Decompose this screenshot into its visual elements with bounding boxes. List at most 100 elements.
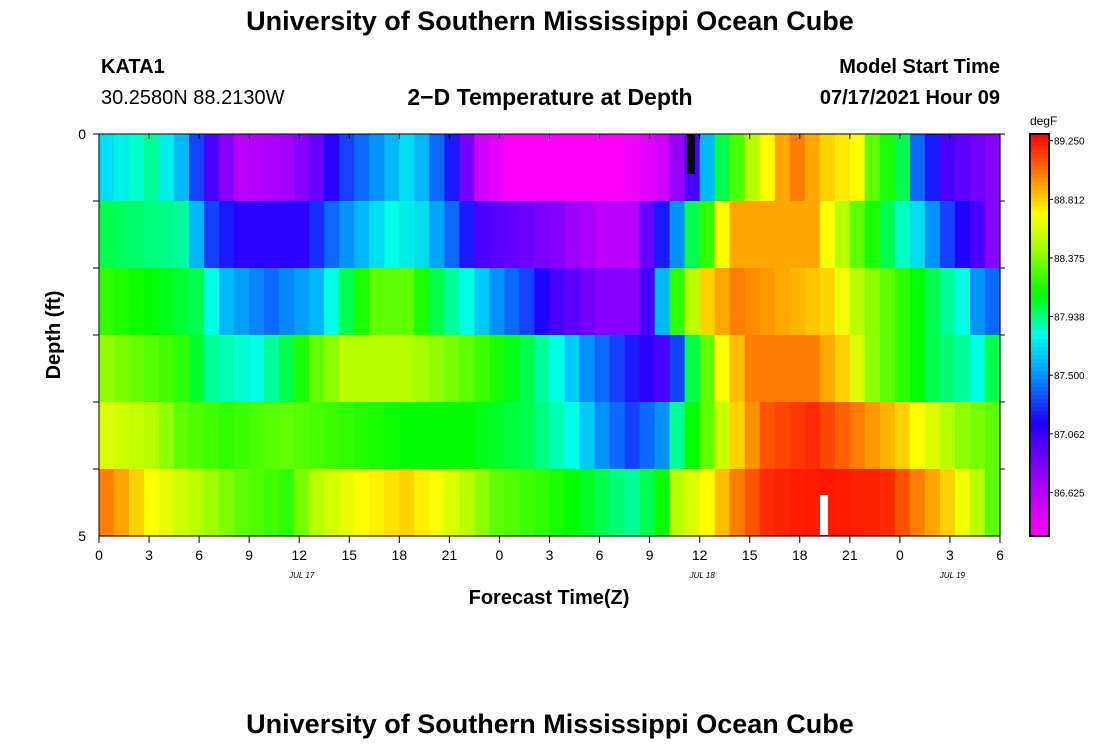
heatmap-cell: [324, 201, 340, 269]
heatmap-cell: [579, 134, 596, 202]
colorbar-swatch: [1030, 447, 1049, 453]
heatmap-cell: [759, 201, 776, 269]
heatmap-cell: [294, 268, 310, 336]
heatmap-cell: [504, 402, 521, 470]
colorbar-tick-label: 89.250: [1054, 137, 1085, 148]
colorbar-swatch: [1030, 511, 1049, 517]
colorbar-frame: [1029, 133, 1050, 537]
x-tick-label: 15: [341, 547, 357, 563]
colorbar-swatch: [1030, 310, 1049, 316]
heatmap-cell: [849, 469, 866, 537]
heatmap-cell: [954, 469, 971, 537]
heatmap-cell: [669, 335, 686, 403]
heatmap-cell: [354, 268, 370, 336]
colorbar-swatch: [1030, 459, 1049, 465]
x-tick-label: 18: [392, 547, 408, 563]
colorbar-swatch: [1030, 174, 1049, 179]
x-tick-label: 0: [95, 547, 103, 563]
colorbar-swatch: [1030, 527, 1049, 533]
heatmap-cell: [924, 201, 941, 269]
colorbar-swatch: [1030, 339, 1049, 344]
x-tick-label: 3: [946, 547, 954, 563]
heatmap-cell: [909, 268, 926, 336]
heatmap-cell: [654, 335, 671, 403]
heatmap-cell: [339, 268, 355, 336]
colorbar-swatch: [1030, 367, 1049, 372]
colorbar-swatch: [1030, 351, 1049, 356]
heatmap-cell: [174, 201, 190, 269]
heatmap-cell: [489, 268, 506, 336]
heatmap-cell: [234, 335, 250, 403]
colorbar-swatch: [1030, 158, 1049, 163]
colorbar-swatch: [1030, 519, 1049, 525]
colorbar-swatch: [1030, 499, 1049, 505]
station-coordinates: 30.2580N 88.2130W: [101, 87, 285, 109]
heatmap-cell: [144, 134, 160, 202]
heatmap-cell: [864, 201, 881, 269]
heatmap-cell: [879, 268, 896, 336]
heatmap-cell: [594, 201, 611, 269]
heatmap-cell: [639, 268, 656, 336]
heatmap-cell: [714, 469, 731, 537]
heatmap-cell: [864, 335, 881, 403]
heatmap-cell: [429, 402, 445, 470]
colorbar-swatch: [1030, 435, 1049, 441]
colorbar-swatch: [1030, 150, 1049, 155]
colorbar-swatch: [1030, 471, 1049, 477]
heatmap-cell: [654, 268, 671, 336]
heatmap-cell: [909, 402, 926, 470]
heatmap-cell: [774, 201, 791, 269]
heatmap-cell: [849, 201, 866, 269]
colorbar-swatch: [1030, 415, 1049, 420]
heatmap-cell: [414, 402, 430, 470]
heatmap-cell: [204, 402, 220, 470]
heatmap-cell: [804, 134, 821, 202]
heatmap-cell: [984, 134, 1001, 202]
heatmap-cell: [684, 268, 701, 336]
y-tick-label: 0: [78, 126, 86, 142]
colorbar-swatch: [1030, 278, 1049, 284]
colorbar-swatch: [1030, 314, 1049, 320]
heatmap-cell: [414, 469, 430, 537]
heatmap-cell: [894, 201, 911, 269]
heatmap-cell: [639, 134, 656, 202]
colorbar-swatch: [1030, 395, 1049, 400]
heatmap-cell: [984, 201, 1001, 269]
colorbar-swatch: [1030, 238, 1049, 244]
heatmap-cell: [519, 335, 536, 403]
x-tick-label: 21: [842, 547, 858, 563]
heatmap-cell: [504, 268, 521, 336]
heatmap-cell: [744, 134, 761, 202]
colorbar-swatch: [1030, 475, 1049, 481]
heatmap-cell: [714, 201, 731, 269]
x-tick-label: 21: [442, 547, 458, 563]
colorbar-swatch: [1030, 467, 1049, 473]
colorbar-swatch: [1030, 335, 1049, 340]
heatmap-cell: [594, 402, 611, 470]
heatmap-cell: [174, 134, 190, 202]
heatmap-cell: [654, 402, 671, 470]
heatmap-cell: [384, 469, 400, 537]
heatmap-cell: [879, 402, 896, 470]
heatmap-cell: [954, 134, 971, 202]
heatmap-cell: [249, 134, 265, 202]
colorbar-swatch: [1030, 222, 1049, 227]
heatmap-cell: [609, 268, 626, 336]
heatmap-cell: [804, 268, 821, 336]
heatmap-cell: [264, 134, 280, 202]
heatmap-cell: [204, 201, 220, 269]
heatmap-cell: [729, 201, 746, 269]
heatmap-cell: [444, 469, 460, 537]
heatmap-cell: [519, 268, 536, 336]
heatmap-cell: [549, 402, 566, 470]
heatmap-cell: [309, 268, 325, 336]
heatmap-cell: [609, 335, 626, 403]
x-tick-label: 3: [546, 547, 554, 563]
colorbar-swatch: [1030, 250, 1049, 256]
heatmap-cell: [969, 268, 986, 336]
heatmap-cell: [234, 201, 250, 269]
heatmap-cell: [849, 402, 866, 470]
colorbar-swatch: [1030, 134, 1049, 139]
heatmap-cell: [369, 201, 385, 269]
colorbar-swatch: [1030, 507, 1049, 513]
